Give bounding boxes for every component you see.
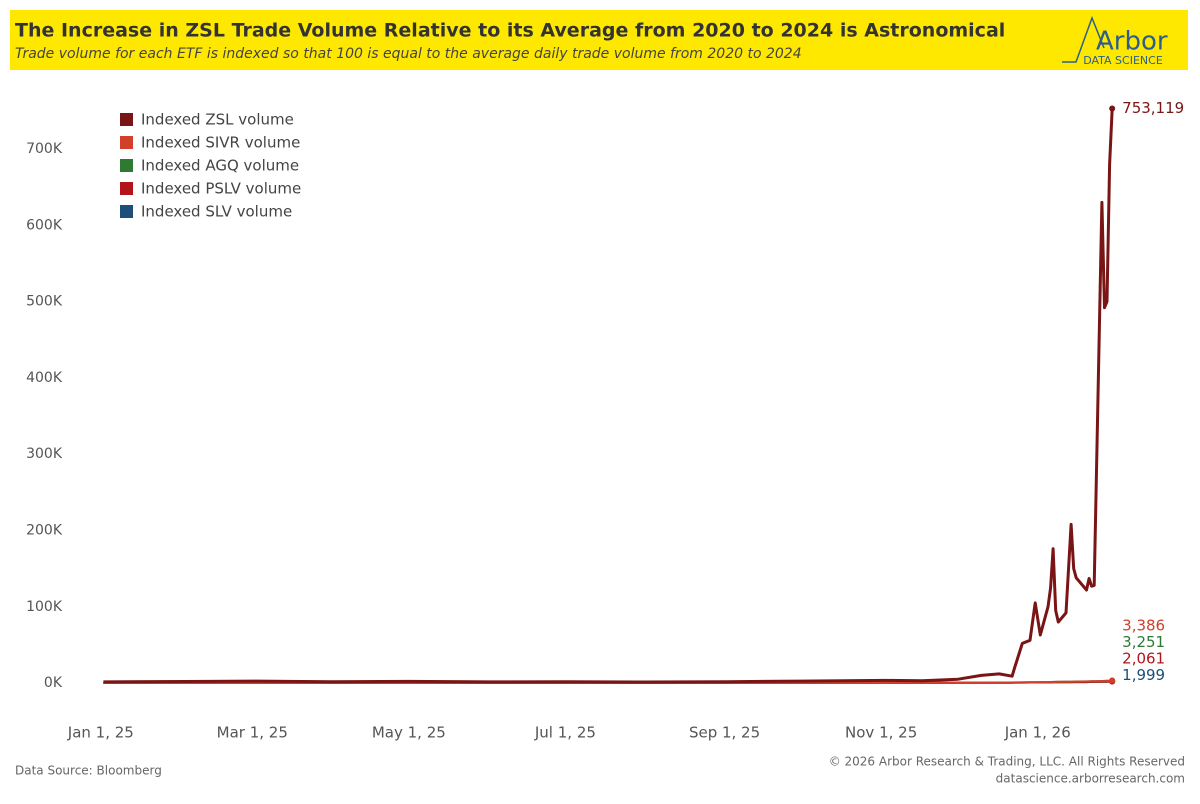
y-tick-label: 0K — [44, 675, 63, 691]
end-label: 3,386 — [1122, 617, 1165, 635]
logo-subtitle: DATA SCIENCE — [1083, 54, 1163, 67]
end-label: 3,251 — [1122, 633, 1165, 651]
legend-swatch — [120, 182, 133, 195]
end-label: 753,119 — [1122, 99, 1184, 117]
y-tick-label: 600K — [26, 217, 63, 233]
x-tick-label: Mar 1, 25 — [217, 724, 288, 742]
y-tick-label: 300K — [26, 446, 63, 462]
source: Data Source: Bloomberg — [15, 764, 162, 778]
y-tick-label: 100K — [26, 599, 63, 615]
x-tick-label: Jan 1, 25 — [67, 724, 134, 742]
x-tick-label: Sep 1, 25 — [689, 724, 760, 742]
logo: Arbor — [1096, 27, 1168, 57]
x-tick-label: Jul 1, 25 — [534, 724, 596, 742]
end-label: 2,061 — [1122, 650, 1165, 668]
legend-label: Indexed SIVR volume — [141, 134, 300, 152]
legend-swatch — [120, 205, 133, 218]
end-point — [1109, 677, 1116, 684]
legend-label: Indexed SLV volume — [141, 203, 292, 221]
legend-label: Indexed PSLV volume — [141, 180, 301, 198]
end-label: 1,999 — [1122, 666, 1165, 684]
legend-label: Indexed AGQ volume — [141, 157, 299, 175]
y-tick-label: 500K — [26, 294, 63, 310]
y-tick-label: 400K — [26, 370, 63, 386]
legend-label: Indexed ZSL volume — [141, 111, 294, 129]
copyright: © 2026 Arbor Research & Trading, LLC. Al… — [829, 755, 1185, 769]
x-tick-label: May 1, 25 — [372, 724, 446, 742]
legend-swatch — [120, 159, 133, 172]
legend-swatch — [120, 136, 133, 149]
chart-title: The Increase in ZSL Trade Volume Relativ… — [15, 20, 1005, 42]
website: datascience.arborresearch.com — [996, 772, 1185, 786]
logo-mark — [1062, 15, 1105, 63]
x-tick-label: Nov 1, 25 — [845, 724, 917, 742]
y-tick-label: 200K — [26, 522, 63, 538]
y-tick-label: 700K — [26, 141, 63, 157]
series-line — [103, 108, 1114, 684]
legend-swatch — [120, 113, 133, 126]
x-tick-label: Jan 1, 26 — [1004, 724, 1071, 742]
header-band — [10, 10, 1188, 70]
end-point — [1109, 105, 1116, 112]
chart-subtitle: Trade volume for each ETF is indexed so … — [15, 46, 802, 62]
